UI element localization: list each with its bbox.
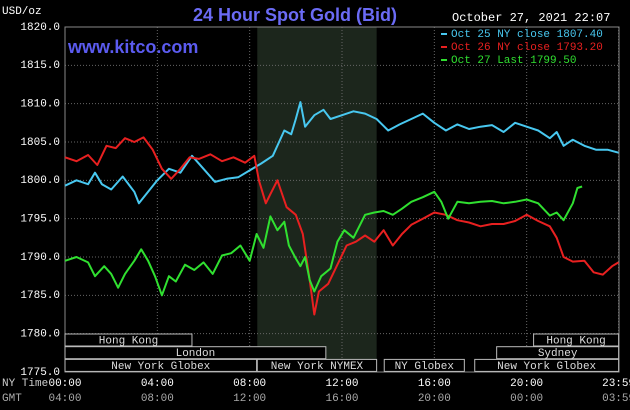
session-box xyxy=(533,333,620,347)
gmt-tick-label: 03:59 xyxy=(602,393,630,405)
price-line xyxy=(64,136,620,316)
y-tick-label: 1795.0 xyxy=(20,214,60,226)
session-box xyxy=(474,358,620,372)
gmt-tick-label: 20:00 xyxy=(418,393,451,405)
plot-frame xyxy=(64,26,620,373)
session-box xyxy=(256,358,378,372)
session-box xyxy=(383,358,465,372)
timestamp: October 27, 2021 22:07 xyxy=(452,11,610,25)
session-box xyxy=(64,358,258,372)
x-tick-label: 23:59 xyxy=(602,378,630,390)
session-label: Hong Kong xyxy=(99,335,158,347)
x-tick-label: 12:00 xyxy=(325,378,358,390)
y-tick-label: 1775.0 xyxy=(20,367,60,379)
y-tick-label: 1815.0 xyxy=(20,60,60,72)
watermark: www.kitco.com xyxy=(67,37,198,57)
session-label: London xyxy=(176,348,216,360)
session-label: New York Globex xyxy=(111,361,210,373)
y-axis-label: USD/oz xyxy=(2,6,42,18)
legend-label: Oct 25 NY close 1807.40 xyxy=(451,29,603,41)
session-label: Hong Kong xyxy=(546,335,605,347)
x-tick-label: 04:00 xyxy=(141,378,174,390)
y-tick-label: 1805.0 xyxy=(20,137,60,149)
chart-title: 24 Hour Spot Gold (Bid) xyxy=(193,5,397,25)
y-tick-label: 1810.0 xyxy=(20,99,60,111)
y-tick-label: 1780.0 xyxy=(20,329,60,341)
legend-label: Oct 27 Last 1799.50 xyxy=(451,55,576,67)
session-box xyxy=(64,346,327,360)
session-box xyxy=(64,333,193,347)
x-tick-label: 20:00 xyxy=(510,378,543,390)
y-tick-label: 1800.0 xyxy=(20,175,60,187)
y-tick-label: 1790.0 xyxy=(20,252,60,264)
y-tick-label: 1820.0 xyxy=(20,22,60,34)
legend-label: Oct 26 NY close 1793.20 xyxy=(451,42,603,54)
x-axis-label: NY Time xyxy=(2,378,48,390)
price-line xyxy=(64,185,583,297)
x2-axis-label: GMT xyxy=(2,393,22,405)
x-tick-label: 08:00 xyxy=(233,378,266,390)
session-label: NY Globex xyxy=(395,361,455,373)
x-tick-label: 00:00 xyxy=(48,378,81,390)
price-line xyxy=(64,101,619,205)
session-box xyxy=(496,346,620,360)
session-label: New York NYMEX xyxy=(271,361,364,373)
gmt-tick-label: 12:00 xyxy=(233,393,266,405)
gmt-tick-label: 16:00 xyxy=(325,393,358,405)
session-label: Sydney xyxy=(538,348,578,360)
x-tick-label: 16:00 xyxy=(418,378,451,390)
gmt-tick-label: 04:00 xyxy=(48,393,81,405)
session-label: New York Globex xyxy=(497,361,596,373)
y-tick-label: 1785.0 xyxy=(20,290,60,302)
gmt-tick-label: 00:00 xyxy=(510,393,543,405)
session-band xyxy=(257,27,377,372)
gmt-tick-label: 08:00 xyxy=(141,393,174,405)
